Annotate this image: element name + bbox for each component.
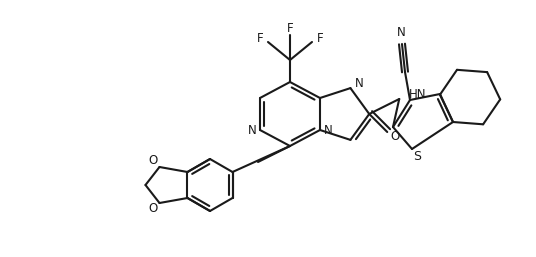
- Text: F: F: [257, 32, 263, 44]
- Text: N: N: [248, 124, 256, 136]
- Text: O: O: [149, 154, 158, 168]
- Text: F: F: [317, 32, 323, 44]
- Text: F: F: [287, 22, 293, 34]
- Text: N: N: [397, 25, 405, 39]
- Text: O: O: [391, 131, 400, 143]
- Text: HN: HN: [410, 87, 427, 100]
- Text: O: O: [149, 203, 158, 216]
- Text: S: S: [413, 151, 421, 163]
- Text: N: N: [324, 124, 332, 136]
- Text: N: N: [354, 77, 363, 90]
